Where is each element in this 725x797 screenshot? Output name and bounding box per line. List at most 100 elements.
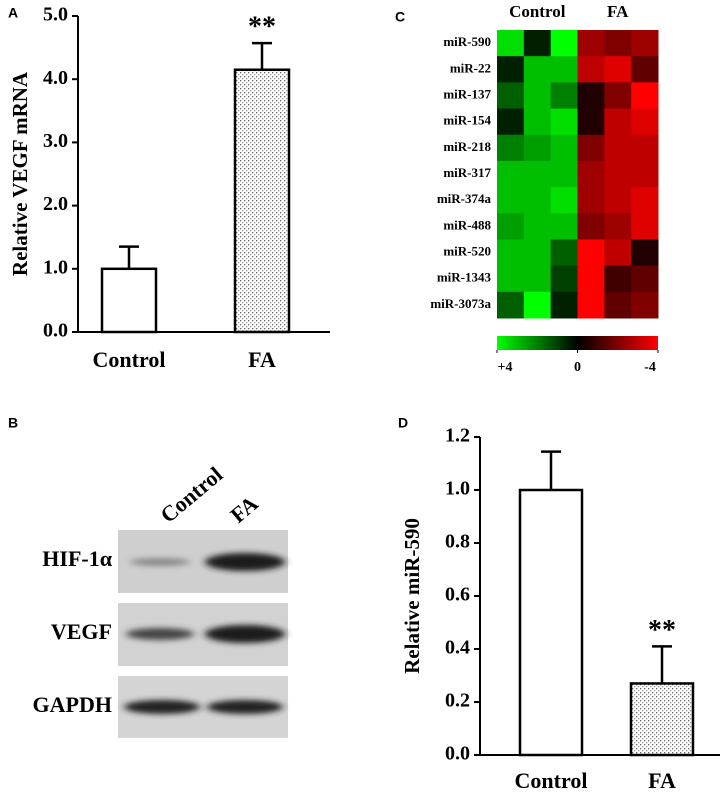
- y-tick-label: 1.2: [445, 425, 470, 447]
- bar: [100, 267, 158, 334]
- heatmap-cell: [631, 213, 659, 240]
- heatmap-cell: [497, 56, 525, 83]
- y-tick-label: 2.0: [43, 193, 68, 215]
- heatmap-cell: [497, 30, 525, 57]
- colorbar-tick-label: -4: [644, 360, 656, 375]
- heatmap-cell: [577, 160, 605, 188]
- heatmap-cell: [604, 82, 632, 110]
- panel-letter: B: [8, 415, 18, 431]
- heatmap-cell: [497, 265, 525, 293]
- lane-label: Control: [155, 462, 227, 528]
- row-label: miR-22: [450, 60, 491, 75]
- heatmap-cell: [631, 265, 659, 293]
- heatmap-cell: [523, 160, 552, 188]
- heatmap-cell: [577, 134, 605, 162]
- heatmap-cell: [631, 160, 659, 188]
- heatmap-cell: [523, 213, 552, 240]
- heatmap-cell: [577, 108, 605, 136]
- heatmap-cell: [550, 30, 578, 57]
- x-tick-label: Control: [515, 768, 588, 793]
- y-tick-label: 1.0: [43, 256, 68, 278]
- heatmap-cell: [604, 239, 632, 267]
- heatmap-cell: [577, 265, 605, 293]
- y-axis-label: Relative miR-590: [400, 518, 424, 674]
- heatmap-cell: [550, 134, 578, 162]
- heatmap-cell: [577, 56, 605, 83]
- heatmap-cell: [550, 187, 578, 214]
- bar: [233, 68, 291, 334]
- heatmap-cell: [523, 239, 552, 267]
- heatmap-cell: [604, 213, 632, 240]
- x-tick-label: Control: [93, 347, 166, 372]
- heatmap-cell: [550, 213, 578, 240]
- row-label: miR-218: [443, 139, 491, 154]
- row-label: miR-154: [443, 113, 491, 128]
- panel-letter: D: [398, 415, 408, 431]
- y-tick-label: 0.6: [445, 584, 470, 606]
- y-tick-label: 1.0: [445, 478, 470, 500]
- heatmap-cell: [604, 160, 632, 188]
- heatmap-cell: [497, 108, 525, 136]
- heatmap-cell: [604, 56, 632, 83]
- heatmap-cell: [631, 239, 659, 267]
- band: [130, 558, 190, 566]
- significance-label: **: [648, 615, 676, 646]
- protein-label: VEGF: [51, 619, 112, 644]
- heatmap-cell: [550, 265, 578, 293]
- heatmap-cell: [497, 160, 525, 188]
- y-tick-label: 3.0: [43, 130, 68, 152]
- heatmap-cell: [523, 30, 552, 57]
- x-tick-label: FA: [248, 347, 276, 372]
- heatmap-cell: [631, 291, 659, 319]
- heatmap-cell: [523, 187, 552, 214]
- band: [207, 700, 283, 714]
- heatmap-cell: [577, 82, 605, 110]
- colorbar-tick-label: 0: [574, 360, 581, 375]
- x-tick-label: FA: [648, 768, 676, 793]
- band: [124, 700, 200, 714]
- column-group-label: FA: [607, 2, 629, 21]
- heatmap-cell: [523, 265, 552, 293]
- colorbar: [497, 336, 658, 350]
- panel-letter: A: [8, 5, 18, 21]
- panel-letter: C: [395, 9, 405, 25]
- heatmap-cell: [577, 239, 605, 267]
- row-label: miR-374a: [437, 191, 492, 206]
- heatmap-cell: [497, 134, 525, 162]
- heatmap-cell: [550, 291, 578, 319]
- heatmap-cell: [523, 82, 552, 110]
- y-tick-label: 0.0: [43, 320, 68, 342]
- row-label: miR-317: [443, 165, 491, 180]
- heatmap-cell: [550, 108, 578, 136]
- significance-label: **: [248, 12, 276, 43]
- lane-label: FA: [225, 491, 262, 528]
- heatmap-cell: [497, 239, 525, 267]
- heatmap-cell: [497, 187, 525, 214]
- row-label: miR-488: [443, 217, 491, 232]
- heatmap-cell: [577, 30, 605, 57]
- protein-label: GAPDH: [33, 692, 112, 717]
- row-label: miR-3073a: [430, 296, 491, 311]
- heatmap-cell: [550, 56, 578, 83]
- bar: [518, 488, 584, 757]
- heatmap-cell: [631, 82, 659, 110]
- bar: [629, 682, 695, 757]
- heatmap-cell: [523, 291, 552, 319]
- heatmap-cell: [604, 187, 632, 214]
- y-tick-label: 5.0: [43, 4, 68, 26]
- heatmap-cell: [550, 82, 578, 110]
- heatmap-cell: [550, 160, 578, 188]
- heatmap-cell: [604, 108, 632, 136]
- y-tick-label: 0.0: [445, 743, 470, 765]
- heatmap-cell: [631, 108, 659, 136]
- heatmap-cell: [604, 30, 632, 57]
- row-label: miR-1343: [437, 270, 492, 285]
- heatmap-cell: [631, 187, 659, 214]
- heatmap-cell: [604, 291, 632, 319]
- band: [126, 628, 194, 640]
- heatmap-cell: [577, 213, 605, 240]
- y-tick-label: 4.0: [43, 67, 68, 89]
- heatmap-cell: [631, 30, 659, 57]
- y-axis-label: Relative VEGF mRNA: [8, 71, 32, 276]
